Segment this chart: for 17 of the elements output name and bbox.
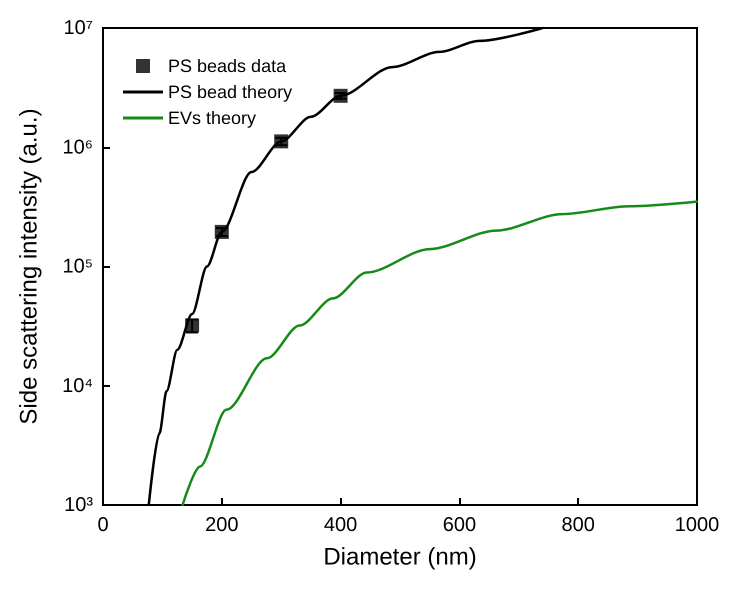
y-tick-label: 10⁴ xyxy=(62,374,93,397)
x-tick-label: 200 xyxy=(205,514,238,536)
legend-label: EVs theory xyxy=(168,108,256,128)
y-tick-label: 10⁵ xyxy=(62,256,93,278)
line-series xyxy=(181,200,698,506)
y-axis-title: Side scattering intensity (a.u.) xyxy=(16,108,42,425)
y-tick-label: 10⁷ xyxy=(64,17,93,39)
y-tick-label: 10⁶ xyxy=(62,136,93,158)
x-tick-label: 800 xyxy=(562,514,595,536)
x-axis-title: Diameter (nm) xyxy=(323,544,477,570)
legend-label: PS bead theory xyxy=(168,82,292,102)
legend-label: PS beads data xyxy=(168,56,288,76)
x-tick-label: 1000 xyxy=(674,514,720,536)
x-tick-label: 600 xyxy=(442,514,476,536)
x-tick-label: 400 xyxy=(324,514,358,536)
y-tick-label: 10³ xyxy=(64,494,94,516)
x-tick-label: 0 xyxy=(97,514,109,536)
